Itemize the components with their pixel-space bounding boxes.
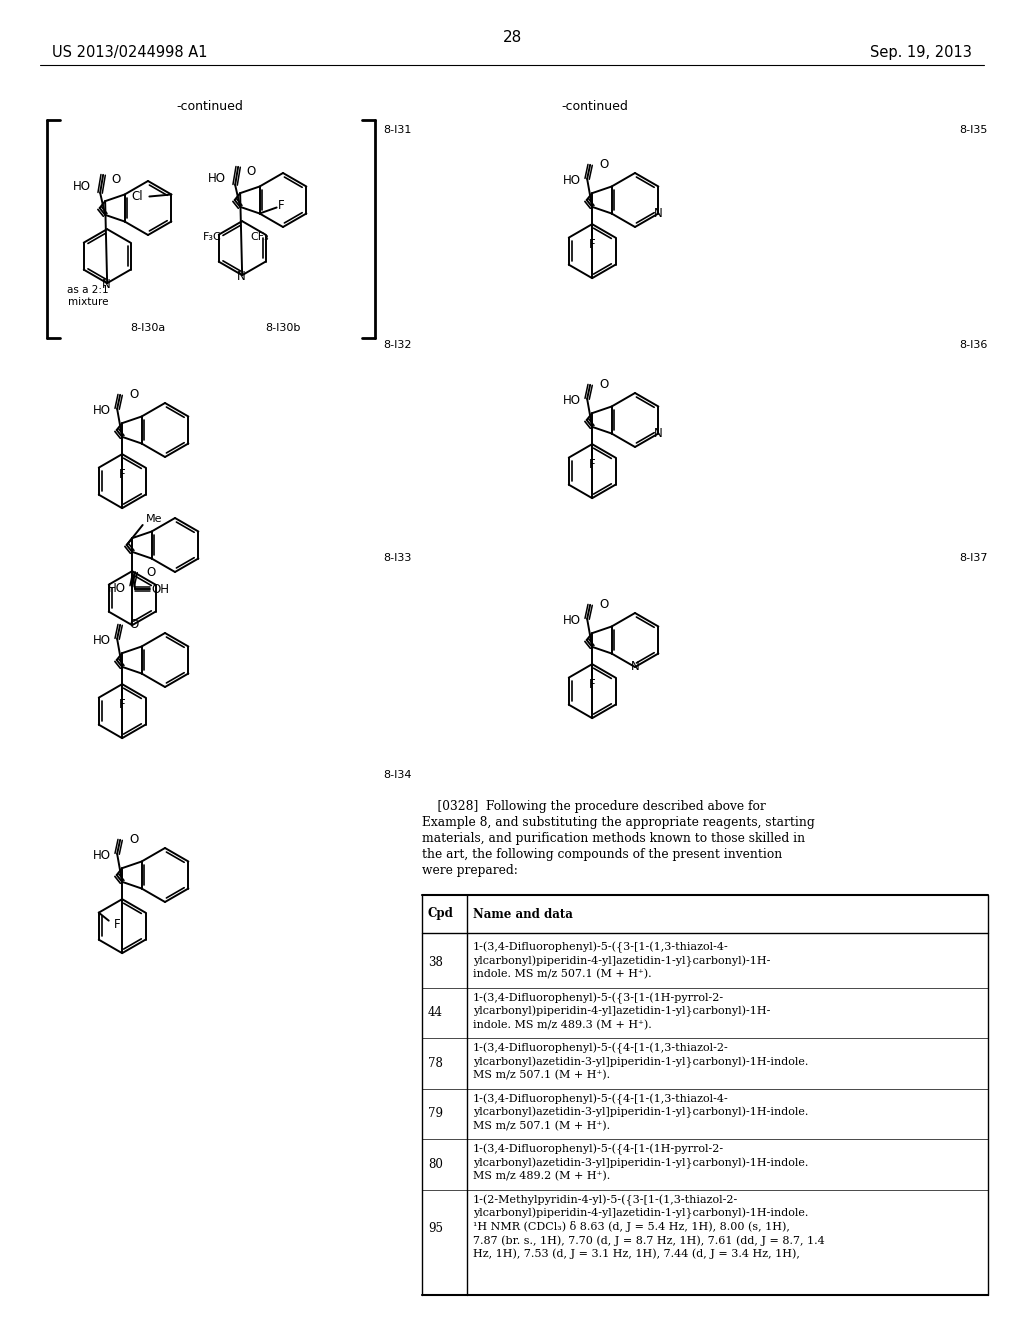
- Text: MS m/z 507.1 (M + H⁺).: MS m/z 507.1 (M + H⁺).: [473, 1071, 610, 1080]
- Text: the art, the following compounds of the present invention: the art, the following compounds of the …: [422, 847, 782, 861]
- Text: O: O: [129, 833, 139, 846]
- Text: N: N: [237, 269, 246, 282]
- Text: as a 2:1: as a 2:1: [68, 285, 109, 294]
- Text: [0328]  Following the procedure described above for: [0328] Following the procedure described…: [422, 800, 766, 813]
- Text: N: N: [101, 277, 111, 290]
- Text: Name and data: Name and data: [473, 908, 572, 920]
- Text: O: O: [129, 618, 139, 631]
- Text: HO: HO: [109, 582, 126, 594]
- Text: F: F: [279, 199, 285, 213]
- Text: 38: 38: [428, 956, 442, 969]
- Text: 1-(3,4-Difluorophenyl)-5-({4-[1-(1,3-thiazol-4-: 1-(3,4-Difluorophenyl)-5-({4-[1-(1,3-thi…: [473, 1093, 729, 1105]
- Text: ylcarbonyl)piperidin-4-yl]azetidin-1-yl}carbonyl)-1H-indole.: ylcarbonyl)piperidin-4-yl]azetidin-1-yl}…: [473, 1208, 808, 1220]
- Text: ylcarbonyl)azetidin-3-yl]piperidin-1-yl}carbonyl)-1H-indole.: ylcarbonyl)azetidin-3-yl]piperidin-1-yl}…: [473, 1107, 808, 1118]
- Text: 8-I31: 8-I31: [383, 125, 412, 135]
- Text: 8-I34: 8-I34: [383, 770, 412, 780]
- Text: HO: HO: [563, 395, 582, 408]
- Text: 8-I33: 8-I33: [383, 553, 412, 564]
- Text: F: F: [119, 467, 126, 480]
- Text: ¹H NMR (CDCl₃) δ 8.63 (d, J = 5.4 Hz, 1H), 8.00 (s, 1H),: ¹H NMR (CDCl₃) δ 8.63 (d, J = 5.4 Hz, 1H…: [473, 1221, 790, 1233]
- Text: 80: 80: [428, 1158, 442, 1171]
- Text: Cl: Cl: [131, 190, 143, 203]
- Text: 1-(3,4-Difluorophenyl)-5-({4-[1-(1H-pyrrol-2-: 1-(3,4-Difluorophenyl)-5-({4-[1-(1H-pyrr…: [473, 1144, 724, 1155]
- Text: O: O: [599, 598, 608, 611]
- Text: ylcarbonyl)piperidin-4-yl]azetidin-1-yl}carbonyl)-1H-: ylcarbonyl)piperidin-4-yl]azetidin-1-yl}…: [473, 1006, 770, 1018]
- Text: ylcarbonyl)azetidin-3-yl]piperidin-1-yl}carbonyl)-1H-indole.: ylcarbonyl)azetidin-3-yl]piperidin-1-yl}…: [473, 1056, 808, 1068]
- Text: 79: 79: [428, 1107, 443, 1121]
- Text: HO: HO: [93, 404, 112, 417]
- Text: O: O: [599, 379, 608, 391]
- Text: N: N: [654, 207, 663, 220]
- Text: 8-I35: 8-I35: [959, 125, 988, 135]
- Text: OH: OH: [152, 582, 169, 595]
- Text: 95: 95: [428, 1222, 443, 1234]
- Text: Example 8, and substituting the appropriate reagents, starting: Example 8, and substituting the appropri…: [422, 816, 815, 829]
- Text: 8-I36: 8-I36: [959, 341, 988, 350]
- Text: CF₃: CF₃: [251, 232, 269, 242]
- Text: Sep. 19, 2013: Sep. 19, 2013: [870, 45, 972, 59]
- Text: N: N: [631, 660, 639, 673]
- Text: Me: Me: [145, 513, 162, 524]
- Text: 8-I32: 8-I32: [383, 341, 412, 350]
- Text: 8-I37: 8-I37: [959, 553, 988, 564]
- Text: 1-(3,4-Difluorophenyl)-5-({3-[1-(1H-pyrrol-2-: 1-(3,4-Difluorophenyl)-5-({3-[1-(1H-pyrr…: [473, 993, 724, 1003]
- Text: HO: HO: [563, 614, 582, 627]
- Text: 1-(3,4-Difluorophenyl)-5-({3-[1-(1,3-thiazol-4-: 1-(3,4-Difluorophenyl)-5-({3-[1-(1,3-thi…: [473, 942, 729, 953]
- Text: O: O: [129, 388, 139, 401]
- Text: HO: HO: [73, 181, 91, 193]
- Text: 44: 44: [428, 1006, 443, 1019]
- Text: O: O: [599, 158, 608, 172]
- Text: ylcarbonyl)azetidin-3-yl]piperidin-1-yl}carbonyl)-1H-indole.: ylcarbonyl)azetidin-3-yl]piperidin-1-yl}…: [473, 1158, 808, 1168]
- Text: 8-I30b: 8-I30b: [265, 323, 301, 333]
- Text: 1-(2-Methylpyridin-4-yl)-5-({3-[1-(1,3-thiazol-2-: 1-(2-Methylpyridin-4-yl)-5-({3-[1-(1,3-t…: [473, 1195, 738, 1206]
- Text: mixture: mixture: [68, 297, 109, 308]
- Text: 1-(3,4-Difluorophenyl)-5-({4-[1-(1,3-thiazol-2-: 1-(3,4-Difluorophenyl)-5-({4-[1-(1,3-thi…: [473, 1043, 729, 1055]
- Text: -continued: -continued: [176, 100, 244, 114]
- Text: O: O: [112, 173, 121, 186]
- Text: materials, and purification methods known to those skilled in: materials, and purification methods know…: [422, 832, 805, 845]
- Text: 8-I30a: 8-I30a: [130, 323, 166, 333]
- Text: US 2013/0244998 A1: US 2013/0244998 A1: [52, 45, 208, 59]
- Text: F₃C: F₃C: [203, 232, 221, 242]
- Text: HO: HO: [93, 849, 112, 862]
- Text: O: O: [146, 566, 156, 578]
- Text: HO: HO: [208, 173, 226, 185]
- Text: Hz, 1H), 7.53 (d, J = 3.1 Hz, 1H), 7.44 (d, J = 3.4 Hz, 1H),: Hz, 1H), 7.53 (d, J = 3.1 Hz, 1H), 7.44 …: [473, 1249, 800, 1259]
- Text: O: O: [247, 165, 256, 178]
- Text: F: F: [589, 458, 595, 471]
- Text: N: N: [654, 426, 663, 440]
- Text: MS m/z 507.1 (M + H⁺).: MS m/z 507.1 (M + H⁺).: [473, 1121, 610, 1131]
- Text: HO: HO: [563, 174, 582, 187]
- Text: were prepared:: were prepared:: [422, 865, 518, 876]
- Text: HO: HO: [93, 635, 112, 647]
- Text: 7.87 (br. s., 1H), 7.70 (d, J = 8.7 Hz, 1H), 7.61 (dd, J = 8.7, 1.4: 7.87 (br. s., 1H), 7.70 (d, J = 8.7 Hz, …: [473, 1236, 824, 1246]
- Text: MS m/z 489.2 (M + H⁺).: MS m/z 489.2 (M + H⁺).: [473, 1171, 610, 1181]
- Text: F: F: [114, 919, 120, 931]
- Text: F: F: [119, 698, 126, 710]
- Text: ylcarbonyl)piperidin-4-yl]azetidin-1-yl}carbonyl)-1H-: ylcarbonyl)piperidin-4-yl]azetidin-1-yl}…: [473, 956, 770, 966]
- Text: F: F: [589, 677, 595, 690]
- Text: indole. MS m/z 507.1 (M + H⁺).: indole. MS m/z 507.1 (M + H⁺).: [473, 969, 651, 979]
- Text: F: F: [589, 238, 595, 251]
- Text: indole. MS m/z 489.3 (M + H⁺).: indole. MS m/z 489.3 (M + H⁺).: [473, 1019, 651, 1030]
- Text: Cpd: Cpd: [428, 908, 454, 920]
- Text: 78: 78: [428, 1057, 442, 1069]
- Text: -continued: -continued: [561, 100, 629, 114]
- Text: 28: 28: [503, 30, 521, 45]
